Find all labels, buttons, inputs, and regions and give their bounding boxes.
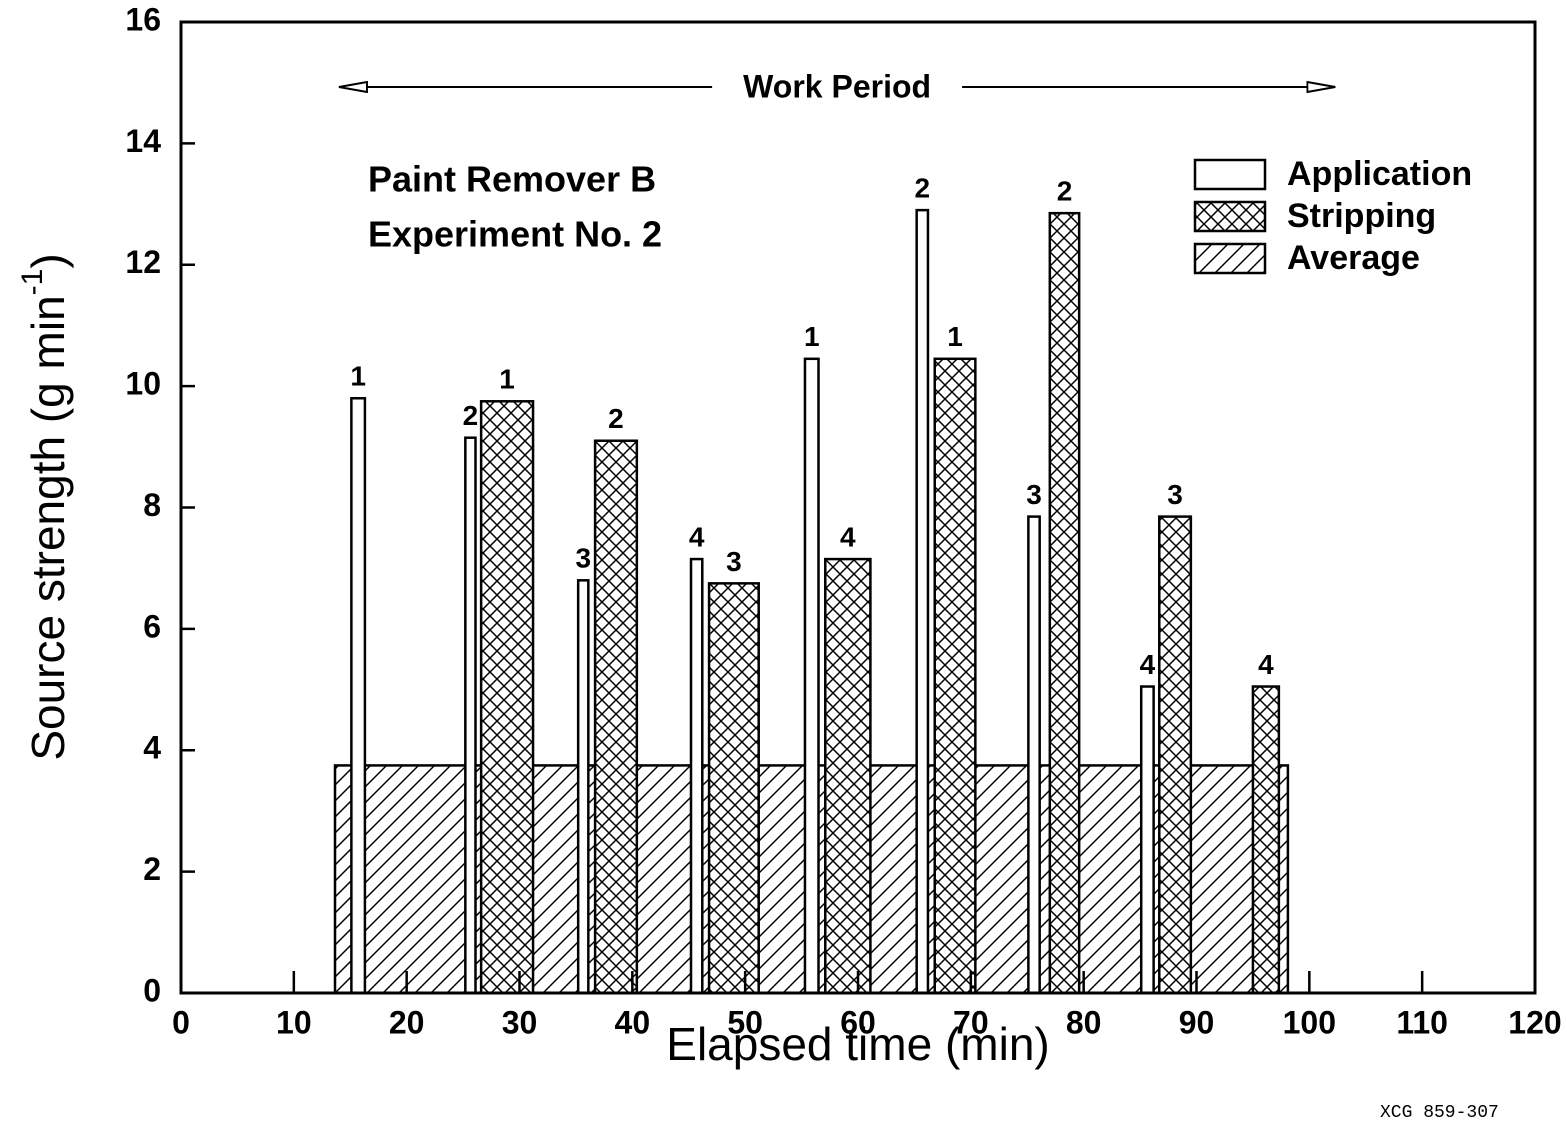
bar [1158,515,1193,995]
annotation: Experiment No. 2 [368,214,662,255]
y-axis-label: Source strength (g min-1) [16,253,74,760]
legend-swatch [1193,242,1267,275]
x-tick-label: 60 [840,1004,876,1040]
y-tick-label: 4 [143,730,161,766]
x-tick-label: 100 [1283,1004,1336,1040]
bar-label: 1 [947,321,963,352]
bar-label: 3 [575,543,591,574]
legend-label: Average [1287,239,1420,277]
x-tick-label: 40 [615,1004,651,1040]
bar-label: 3 [726,546,742,577]
bar [1048,211,1081,995]
y-tick-label: 8 [143,487,161,523]
x-tick-label: 110 [1396,1004,1448,1040]
y-axis-label-sup: -1 [16,269,49,296]
x-axis-label: Elapsed time (min) [666,1018,1049,1070]
bar [915,208,930,995]
footnote: XCG 859-307 [1380,1103,1499,1123]
x-tick-label: 0 [172,1004,190,1040]
annotation: Paint Remover B [368,159,656,200]
bar-label: 4 [689,521,705,552]
y-tick-label: 10 [125,366,161,402]
bar [803,357,820,995]
y-tick-label: 12 [125,244,161,280]
bar [824,557,872,995]
bar [576,579,590,995]
bar [1027,515,1041,995]
x-tick-label: 30 [502,1004,538,1040]
bar [1139,685,1155,995]
x-tick-label: 90 [1179,1004,1215,1040]
work-period-label: Work Period [743,68,931,104]
y-tick-label: 6 [143,608,161,644]
bar-label: 2 [915,173,931,204]
bar-label: 1 [499,364,515,395]
bar [350,397,367,995]
bar-label: 3 [1167,479,1183,510]
bar-label: 3 [1026,479,1042,510]
y-axis-label-end: ) [22,253,74,268]
y-axis-label-text: Source strength (g min [22,295,74,760]
x-tick-label: 80 [1066,1004,1102,1040]
x-tick-label: 70 [953,1004,989,1040]
legend-swatch [1193,200,1267,233]
bar-label: 1 [804,321,820,352]
x-tick-label: 20 [389,1004,425,1040]
bar-label: 1 [350,361,366,392]
bar-label: 4 [1140,649,1156,680]
y-tick-label: 14 [125,123,161,159]
y-tick-label: 2 [143,851,161,887]
bar [464,436,477,995]
bar [689,557,704,995]
legend-label: Application [1287,155,1472,193]
bar [593,439,639,995]
legend-label: Stripping [1287,197,1436,235]
y-tick-label: 16 [125,1,161,37]
bar-label: 4 [1258,649,1274,680]
y-tick-label: 0 [143,972,161,1008]
bar [933,357,977,995]
x-tick-label: 120 [1508,1004,1561,1040]
x-tick-label: 10 [276,1004,312,1040]
bar-label: 2 [608,403,624,434]
bar [1251,685,1281,995]
legend-swatch [1193,158,1267,191]
bar-label: 2 [463,400,479,431]
bar-label: 4 [840,521,856,552]
bar [479,400,535,995]
bar-label: 2 [1057,176,1073,207]
bar [707,582,760,995]
x-tick-label: 50 [727,1004,763,1040]
